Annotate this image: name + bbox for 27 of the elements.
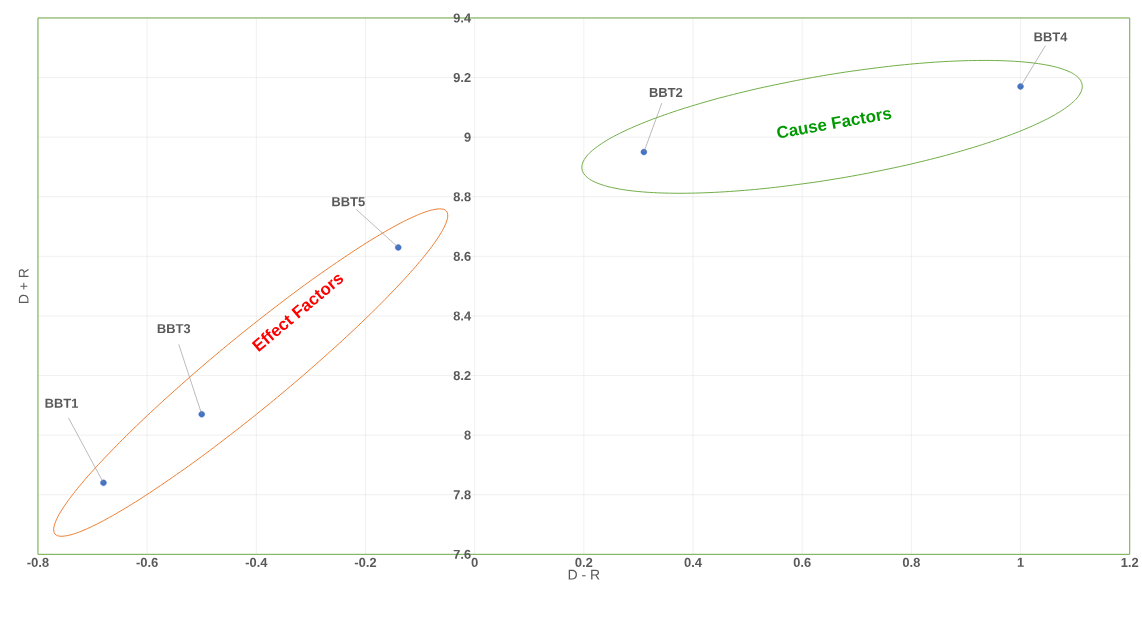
annotation: BBT1 [45, 398, 79, 408]
x-tick-label: 1 [1017, 557, 1024, 567]
annotation: Cause Factors [777, 110, 892, 138]
annotation: BBT3 [157, 323, 191, 334]
y-tick-label: 8.6 [453, 251, 471, 261]
x-tick-label: 0 [471, 557, 478, 567]
x-tick-label: 0.6 [793, 557, 811, 567]
x-tick-label: 0.8 [902, 557, 920, 567]
annotation: BBT2 [649, 87, 683, 97]
annotation: BBT4 [1034, 32, 1068, 42]
y-tick-label: 8.2 [453, 370, 471, 380]
y-tick-label: 9.2 [453, 72, 471, 82]
x-tick-label: 1.2 [1121, 557, 1139, 567]
y-tick-label: 8.4 [453, 311, 472, 321]
x-axis-title: D - R [568, 569, 600, 580]
x-tick-label: -0.6 [136, 557, 158, 567]
annotation: BBT5 [332, 197, 365, 207]
y-tick-label: 7.8 [453, 490, 471, 500]
y-axis-title: D + R [18, 268, 29, 303]
x-tick-label: 0.2 [575, 557, 593, 567]
y-tick-label: 8.8 [453, 192, 471, 202]
y-tick-label: 8 [464, 430, 471, 440]
x-tick-label: -0.4 [245, 557, 268, 567]
x-tick-label: -0.2 [354, 557, 377, 567]
x-tick-label: -0.8 [27, 557, 49, 567]
x-tick-label: 0.4 [684, 557, 702, 567]
y-tick-label: 9 [464, 132, 471, 142]
